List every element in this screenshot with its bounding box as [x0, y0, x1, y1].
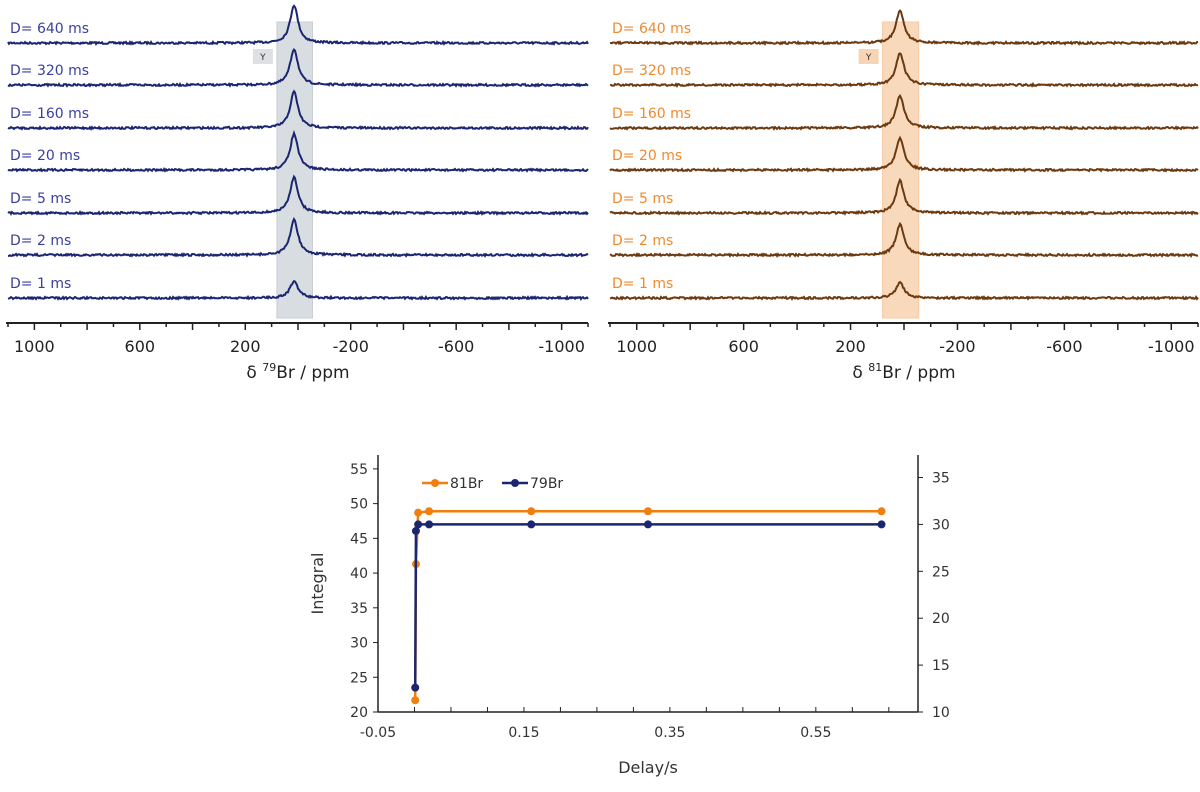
spectrum-trace	[609, 280, 1199, 301]
spectrum-trace	[609, 221, 1199, 259]
trace-label: D= 5 ms	[612, 191, 673, 207]
y-tick-label-left: 25	[350, 670, 368, 686]
trace-label: D= 320 ms	[10, 63, 89, 79]
legend-marker	[511, 479, 519, 487]
legend-label: 81Br	[450, 476, 483, 492]
y-tick-label-left: 35	[350, 601, 368, 617]
spectrum-trace	[7, 174, 589, 216]
x-tick-label: -200	[333, 337, 369, 356]
trace-label: D= 2 ms	[612, 233, 673, 249]
y-tick-label-left: 50	[350, 497, 368, 513]
trace-label: D= 2 ms	[10, 233, 71, 249]
legend-label: 79Br	[530, 476, 563, 492]
trace-label: D= 320 ms	[612, 63, 691, 79]
integration-region	[882, 21, 920, 319]
x-axis-label: Delay/s	[618, 758, 678, 777]
y-tick-label-right: 15	[932, 658, 950, 674]
y-tick-label-left: 55	[350, 462, 368, 478]
x-tick-label: 600	[125, 337, 156, 356]
trace-label: D= 5 ms	[10, 191, 71, 207]
x-tick-label: -200	[939, 337, 975, 356]
trace-label: D= 160 ms	[612, 106, 691, 122]
x-tick-label: -600	[438, 337, 474, 356]
x-axis-label: δ 81Br / ppm	[852, 361, 955, 383]
data-point-81Br	[425, 507, 434, 516]
x-label-rest: Br / ppm	[276, 363, 349, 383]
x-tick-label: -1000	[1148, 337, 1195, 356]
y-tick-label-left: 30	[350, 636, 368, 652]
spectrum-trace	[609, 94, 1199, 131]
y-tick-label-left: 45	[350, 531, 368, 547]
spectrum-trace	[7, 89, 589, 131]
x-label-superscript: 79	[262, 361, 276, 374]
y-tick-label-right: 20	[932, 611, 950, 627]
x-label-prefix: δ	[852, 363, 868, 383]
spectrum-trace	[7, 48, 589, 88]
data-point-81Br	[527, 507, 536, 516]
data-point-81Br	[414, 508, 423, 517]
trace-label: D= 1 ms	[10, 276, 71, 292]
trace-label: D= 640 ms	[612, 21, 691, 37]
spectra-panel-0: Y D= 640 ms D= 320 ms D= 160 ms D= 20 ms D= 5…	[6, 4, 589, 383]
data-point-79Br	[411, 526, 420, 535]
x-label-rest: Br / ppm	[882, 363, 955, 383]
data-point-79Br	[425, 520, 434, 529]
region-label-box	[858, 49, 879, 64]
x-tick-label: 1000	[14, 337, 55, 356]
y-tick-label-right: 25	[932, 564, 950, 580]
trace-label: D= 20 ms	[612, 148, 682, 164]
legend-marker	[431, 479, 439, 487]
data-point-79Br	[877, 520, 886, 529]
region-label: Y	[865, 53, 872, 63]
integration-region	[276, 21, 313, 319]
x-tick-label: 200	[230, 337, 261, 356]
x-tick-label: -600	[1046, 337, 1082, 356]
data-point-79Br	[414, 520, 423, 529]
data-point-79Br	[411, 683, 420, 692]
y-tick-label-right: 30	[932, 517, 950, 533]
x-label-superscript: 81	[868, 361, 882, 374]
spectrum-trace	[7, 4, 589, 47]
x-tick-label: -0.05	[360, 725, 396, 741]
spectrum-trace	[609, 177, 1199, 216]
x-tick-label: -1000	[538, 337, 585, 356]
data-point-79Br	[644, 520, 652, 529]
y-tick-label-left: 40	[350, 566, 368, 582]
data-point-81Br	[877, 507, 886, 516]
y-axis-label: Integral	[308, 553, 327, 615]
trace-label: D= 20 ms	[10, 148, 80, 164]
series-line-81Br	[413, 510, 882, 701]
y-tick-label-right: 10	[932, 705, 950, 721]
x-tick-label: 0.55	[800, 725, 831, 741]
trace-label: D= 640 ms	[10, 21, 89, 37]
y-tick-label-right: 35	[932, 471, 950, 487]
data-point-81Br	[644, 507, 652, 516]
x-axis-label: δ 79Br / ppm	[246, 361, 349, 383]
spectra-panel-1: Y D= 640 ms D= 320 ms D= 160 ms D= 20 ms D= 5…	[608, 9, 1199, 383]
trace-label: D= 160 ms	[10, 106, 89, 122]
x-tick-label: 0.35	[654, 725, 685, 741]
spectrum-trace	[609, 9, 1198, 46]
y-tick-label-left: 20	[350, 705, 368, 721]
x-tick-label: 600	[728, 337, 759, 356]
spectrum-trace	[7, 129, 589, 173]
region-label-box	[252, 49, 273, 64]
integral-chart: 20 25 30 35 40 45 50 55 10 15 20 25 30 35 -0.05 0.15 0.3…	[308, 455, 950, 777]
data-point-81Br	[411, 696, 420, 705]
x-label-prefix: δ	[246, 363, 262, 383]
x-tick-label: 200	[835, 337, 866, 356]
x-tick-label: 0.15	[508, 725, 539, 741]
region-label: Y	[259, 53, 266, 63]
spectrum-trace	[609, 135, 1199, 173]
spectrum-trace	[8, 216, 589, 258]
spectrum-trace	[609, 52, 1199, 88]
trace-label: D= 1 ms	[612, 276, 673, 292]
data-point-79Br	[527, 520, 536, 529]
series-line-79Br	[413, 523, 882, 688]
x-tick-label: 1000	[616, 337, 657, 356]
spectrum-trace	[7, 279, 589, 301]
